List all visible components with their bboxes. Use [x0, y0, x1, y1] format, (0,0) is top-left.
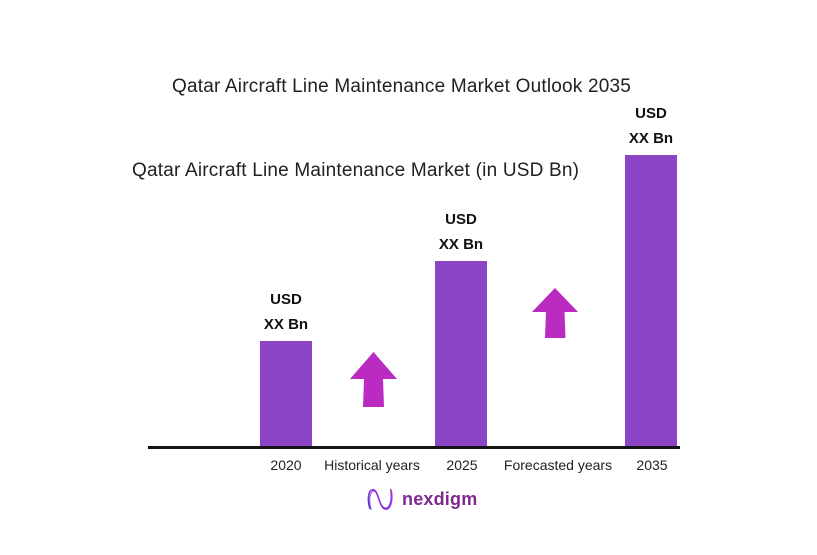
bar-value-currency: USD — [635, 105, 667, 122]
nexdigm-logo-text: nexdigm — [402, 488, 478, 509]
bar-value-label-2020: USD XX Bn — [240, 287, 332, 337]
x-axis-line — [148, 446, 680, 449]
growth-arrow-icon — [350, 352, 397, 407]
bar-value-currency: USD — [270, 291, 302, 308]
bar-value-amount: XX Bn — [628, 130, 674, 147]
bar-2020 — [260, 341, 312, 448]
x-axis-label-2035: 2035 — [636, 457, 668, 473]
bar-value-label-2035: USD XX Bn — [605, 101, 697, 151]
x-axis-annotation-historical-years: Historical years — [324, 457, 420, 473]
growth-arrow-icon — [532, 288, 578, 338]
bar-2035 — [625, 155, 677, 448]
chart-title: Qatar Aircraft Line Maintenance Market O… — [171, 76, 632, 97]
x-axis-label-2020: 2020 — [270, 457, 302, 473]
nexdigm-logo: nexdigm — [364, 485, 477, 513]
bar-2025 — [435, 261, 487, 448]
bar-value-currency: USD — [445, 211, 477, 228]
bar-value-amount: XX Bn — [263, 316, 309, 333]
x-axis-label-2025: 2025 — [446, 457, 478, 473]
chart-subtitle: Qatar Aircraft Line Maintenance Market (… — [132, 160, 580, 181]
bar-value-amount: XX Bn — [438, 236, 484, 253]
nexdigm-logo-icon — [367, 488, 393, 511]
bar-value-label-2025: USD XX Bn — [415, 207, 507, 257]
x-axis-annotation-forecasted-years: Forecasted years — [503, 457, 613, 473]
